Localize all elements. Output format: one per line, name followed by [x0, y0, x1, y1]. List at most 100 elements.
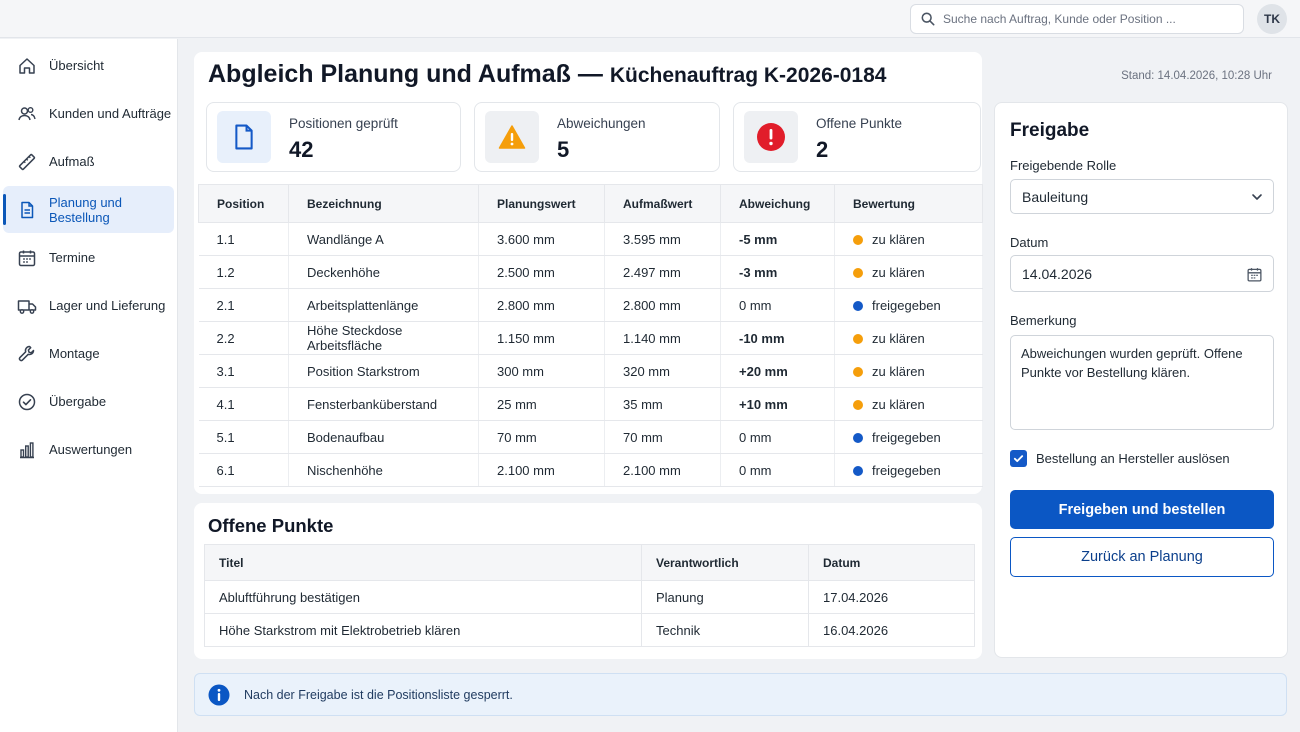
kpi-positions-checked: Positionen geprüft 42: [206, 102, 461, 172]
measured-value-cell: 320 mm: [604, 354, 721, 388]
calendar-icon[interactable]: [1246, 266, 1263, 283]
kpi-label: Positionen geprüft: [289, 116, 398, 131]
status-dot-icon: [853, 432, 863, 443]
chevron-down-icon: [1252, 194, 1262, 200]
position-cell: 1.1: [198, 222, 289, 256]
table-row[interactable]: 2.2 Höhe Steckdose Arbeitsfläche 1.150 mm 1…: [198, 321, 983, 355]
sidebar-item-label: Kunden und Aufträge: [49, 106, 172, 121]
status-text: zu klären: [872, 363, 925, 379]
table-row[interactable]: Höhe Starkstrom mit Elektrobetrieb kläre…: [204, 613, 975, 647]
table-row[interactable]: 1.2 Deckenhöhe 2.500 mm 2.497 mm -3 mm zu klä…: [198, 255, 983, 289]
sidebar-item-montage[interactable]: Montage: [3, 330, 174, 377]
name-cell: Arbeitsplattenlänge: [288, 288, 479, 322]
column-header[interactable]: Bewertung: [834, 184, 983, 223]
sidebar-item-label: Aufmaß: [49, 154, 95, 169]
column-header[interactable]: Abweichung: [720, 184, 835, 223]
table-row[interactable]: 1.1 Wandlänge A 3.600 mm 3.595 mm -5 mm zu kl…: [198, 222, 983, 256]
role-label: Freigebende Rolle: [1010, 158, 1117, 173]
sidebar-item-uebersicht[interactable]: Übersicht: [3, 42, 174, 89]
order-checkbox-row[interactable]: Bestellung an Hersteller auslösen: [1010, 450, 1230, 467]
sidebar-item-uebergabe[interactable]: Übergabe: [3, 378, 174, 425]
kpi-value: 2: [816, 137, 829, 162]
status-cell: zu klären: [834, 354, 983, 388]
calendar-icon: [18, 250, 36, 266]
last-updated: Stand: 14.04.2026, 10:28 Uhr: [1121, 70, 1272, 82]
column-header[interactable]: Verantwortlich: [641, 544, 809, 581]
top-bar: TK: [0, 0, 1300, 38]
open-points-title: Offene Punkte: [208, 515, 334, 536]
table-row[interactable]: 6.1 Nischenhöhe 2.100 mm 2.100 mm 0 mm freige…: [198, 453, 983, 487]
column-header[interactable]: Aufmaßwert: [604, 184, 721, 223]
order-checkbox-label: Bestellung an Hersteller auslösen: [1036, 451, 1230, 466]
date-field[interactable]: 14.04.2026: [1010, 255, 1274, 292]
sidebar-item-aufmass[interactable]: Aufmaß: [3, 138, 174, 185]
role-select[interactable]: Bauleitung: [1010, 179, 1274, 214]
status-dot-icon: [853, 465, 863, 476]
info-icon: [208, 684, 230, 705]
avatar[interactable]: TK: [1257, 4, 1287, 34]
page-title-dash: —: [577, 60, 603, 88]
deviation-cell: 0 mm: [720, 288, 835, 322]
open-points-table: Titel Verantwortlich Datum Abluftführung…: [204, 544, 975, 647]
measured-value-cell: 2.100 mm: [604, 453, 721, 487]
kpi-icon-wrap: [485, 111, 539, 163]
sidebar-item-label: Übersicht: [49, 58, 104, 73]
sidebar-item-lager[interactable]: Lager und Lieferung: [3, 282, 174, 329]
name-cell: Fensterbanküberstand: [288, 387, 479, 421]
back-to-planning-button[interactable]: Zurück an Planung: [1010, 537, 1274, 577]
table-row[interactable]: 2.1 Arbeitsplattenlänge 2.800 mm 2.800 mm 0 …: [198, 288, 983, 322]
status-cell: zu klären: [834, 321, 983, 355]
kpi-value: 42: [289, 137, 314, 162]
table-row[interactable]: 4.1 Fensterbanküberstand 25 mm 35 mm +10 mm z…: [198, 387, 983, 421]
table-row[interactable]: Abluftführung bestätigen Planung 17.04.2…: [204, 580, 975, 614]
table-row[interactable]: 5.1 Bodenaufbau 70 mm 70 mm 0 mm freigegeben: [198, 420, 983, 454]
release-and-order-button[interactable]: Freigeben und bestellen: [1010, 490, 1274, 529]
position-cell: 3.1: [198, 354, 289, 388]
kpi-value: 5: [557, 137, 570, 162]
plan-value-cell: 70 mm: [478, 420, 605, 454]
status-cell: zu klären: [834, 222, 983, 256]
column-header[interactable]: Datum: [808, 544, 975, 581]
sidebar-item-label: Übergabe: [49, 394, 107, 409]
truck-icon: [17, 299, 37, 314]
table-row[interactable]: 3.1 Position Starkstrom 300 mm 320 mm +20 mm…: [198, 354, 983, 388]
release-title: Freigabe: [1010, 120, 1090, 141]
ruler-icon: [18, 153, 36, 170]
status-text: zu klären: [872, 264, 925, 280]
status-cell: freigegeben: [834, 453, 983, 487]
date-label: Datum: [1010, 235, 1049, 250]
status-dot-icon: [853, 267, 863, 278]
sidebar-item-planung[interactable]: Planung und Bestellung: [3, 186, 174, 233]
remark-textarea[interactable]: [1010, 335, 1274, 430]
sidebar-item-label: Termine: [49, 250, 96, 265]
status-text: freigegeben: [872, 429, 941, 445]
sidebar-item-label: Auswertungen: [49, 442, 133, 457]
kpi-label: Abweichungen: [557, 116, 646, 131]
search-input[interactable]: [943, 12, 1223, 26]
open-point-owner: Technik: [641, 613, 809, 647]
document-icon: [21, 201, 34, 218]
search-box[interactable]: [910, 4, 1244, 34]
wrench-icon: [18, 345, 35, 361]
column-header[interactable]: Planungswert: [478, 184, 605, 223]
kpi-deviations: Abweichungen 5: [474, 102, 720, 172]
column-header[interactable]: Titel: [204, 544, 642, 581]
sidebar-item-auswertungen[interactable]: Auswertungen: [3, 426, 174, 473]
page-title: Abgleich Planung und Aufmaß — Küchenauft…: [208, 60, 886, 89]
plan-value-cell: 2.100 mm: [478, 453, 605, 487]
position-cell: 2.1: [198, 288, 289, 322]
kpi-icon-wrap: [217, 111, 271, 163]
sidebar-item-label: Montage: [49, 346, 100, 361]
order-checkbox[interactable]: [1010, 450, 1027, 467]
deviation-cell: -5 mm: [720, 222, 835, 256]
sidebar-item-termine[interactable]: Termine: [3, 234, 174, 281]
info-text: Nach der Freigabe ist die Positionsliste…: [244, 687, 513, 702]
plan-value-cell: 2.800 mm: [478, 288, 605, 322]
name-cell: Höhe Steckdose Arbeitsfläche: [288, 321, 479, 355]
sidebar-item-label: Lager und Lieferung: [49, 298, 166, 313]
position-cell: 2.2: [198, 321, 289, 355]
sidebar-item-kunden[interactable]: Kunden und Aufträge: [3, 90, 174, 137]
column-header[interactable]: Position: [198, 184, 289, 223]
column-header[interactable]: Bezeichnung: [288, 184, 479, 223]
sidebar-item-label: Planung und Bestellung: [49, 194, 123, 225]
